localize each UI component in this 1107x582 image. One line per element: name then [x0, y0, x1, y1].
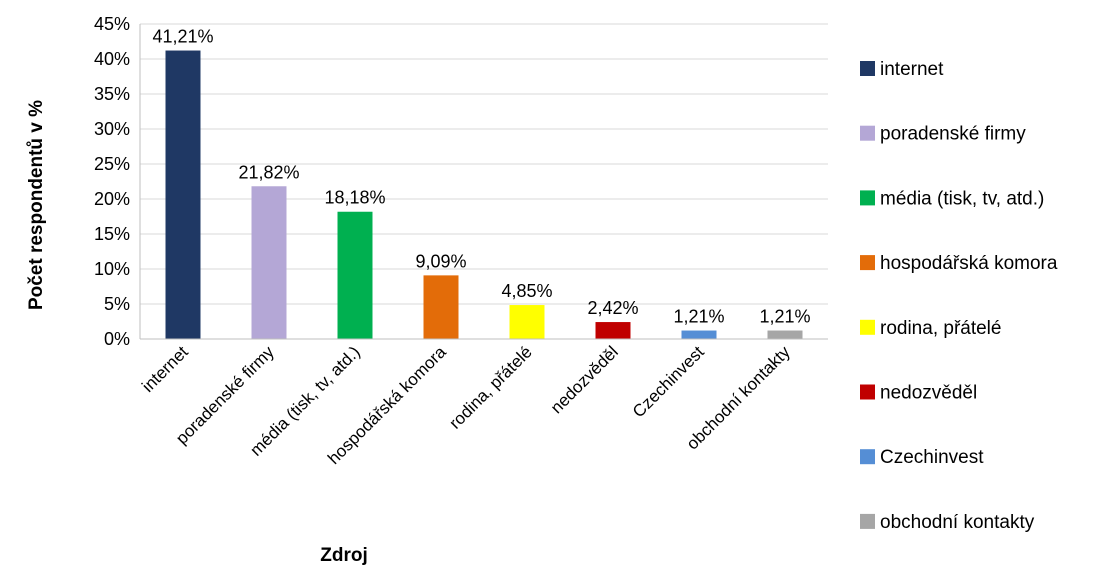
y-tick-label: 0%	[104, 329, 130, 349]
data-label: 4,85%	[501, 281, 552, 301]
bar	[767, 330, 803, 339]
y-tick-label: 25%	[94, 154, 130, 174]
legend-label: rodina, přátelé	[880, 318, 1001, 339]
legend-label: média (tisk, tv, atd.)	[880, 188, 1044, 209]
x-axis-title: Zdroj	[320, 545, 368, 566]
data-label: 21,82%	[238, 162, 299, 182]
x-tick-label: nedozvěděl	[547, 342, 622, 417]
bar	[509, 305, 545, 339]
data-label: 18,18%	[324, 188, 385, 208]
y-axis-ticks: 0% 5% 10% 15% 20% 25% 30% 35% 40% 45%	[94, 14, 130, 349]
bar	[337, 211, 373, 339]
bars	[165, 50, 803, 339]
legend-swatch	[860, 255, 875, 271]
legend-swatch	[860, 513, 875, 529]
y-tick-label: 5%	[104, 294, 130, 314]
x-tick-label: Czechinvest	[629, 342, 708, 421]
y-tick-label: 10%	[94, 259, 130, 279]
x-tick-label: rodina, přátelé	[446, 342, 536, 432]
bar	[251, 186, 287, 339]
y-tick-label: 45%	[94, 14, 130, 34]
legend-swatch	[860, 125, 875, 141]
bar	[165, 50, 201, 339]
y-tick-label: 40%	[94, 49, 130, 69]
bar	[681, 330, 717, 339]
data-label: 1,21%	[673, 307, 724, 327]
data-label: 9,09%	[415, 251, 466, 271]
legend-swatch	[860, 190, 875, 206]
y-tick-label: 30%	[94, 119, 130, 139]
legend-swatch	[860, 384, 875, 400]
legend: internet poradenské firmy média (tisk, tv,…	[860, 59, 1058, 533]
y-axis-title: Počet respondentů v %	[26, 100, 47, 310]
legend-swatch	[860, 449, 875, 465]
x-tick-label: internet	[138, 342, 192, 396]
data-label: 41,21%	[152, 27, 213, 47]
bar	[423, 275, 459, 339]
data-labels: 41,21% 21,82% 18,18% 9,09% 4,85% 2,42% 1,21% 1,…	[152, 27, 810, 327]
y-tick-label: 35%	[94, 84, 130, 104]
legend-label: internet	[880, 59, 944, 80]
y-tick-label: 15%	[94, 224, 130, 244]
legend-label: poradenské firmy	[880, 124, 1026, 145]
data-label: 1,21%	[759, 307, 810, 327]
legend-swatch	[860, 319, 875, 335]
legend-swatch	[860, 61, 875, 76]
bar	[595, 322, 631, 339]
legend-label: nedozvěděl	[880, 383, 977, 404]
legend-label: hospodářská komora	[880, 253, 1058, 274]
legend-label: Czechinvest	[880, 447, 984, 468]
legend-label: obchodní kontakty	[880, 512, 1035, 533]
data-label: 2,42%	[587, 298, 638, 318]
y-tick-label: 20%	[94, 189, 130, 209]
